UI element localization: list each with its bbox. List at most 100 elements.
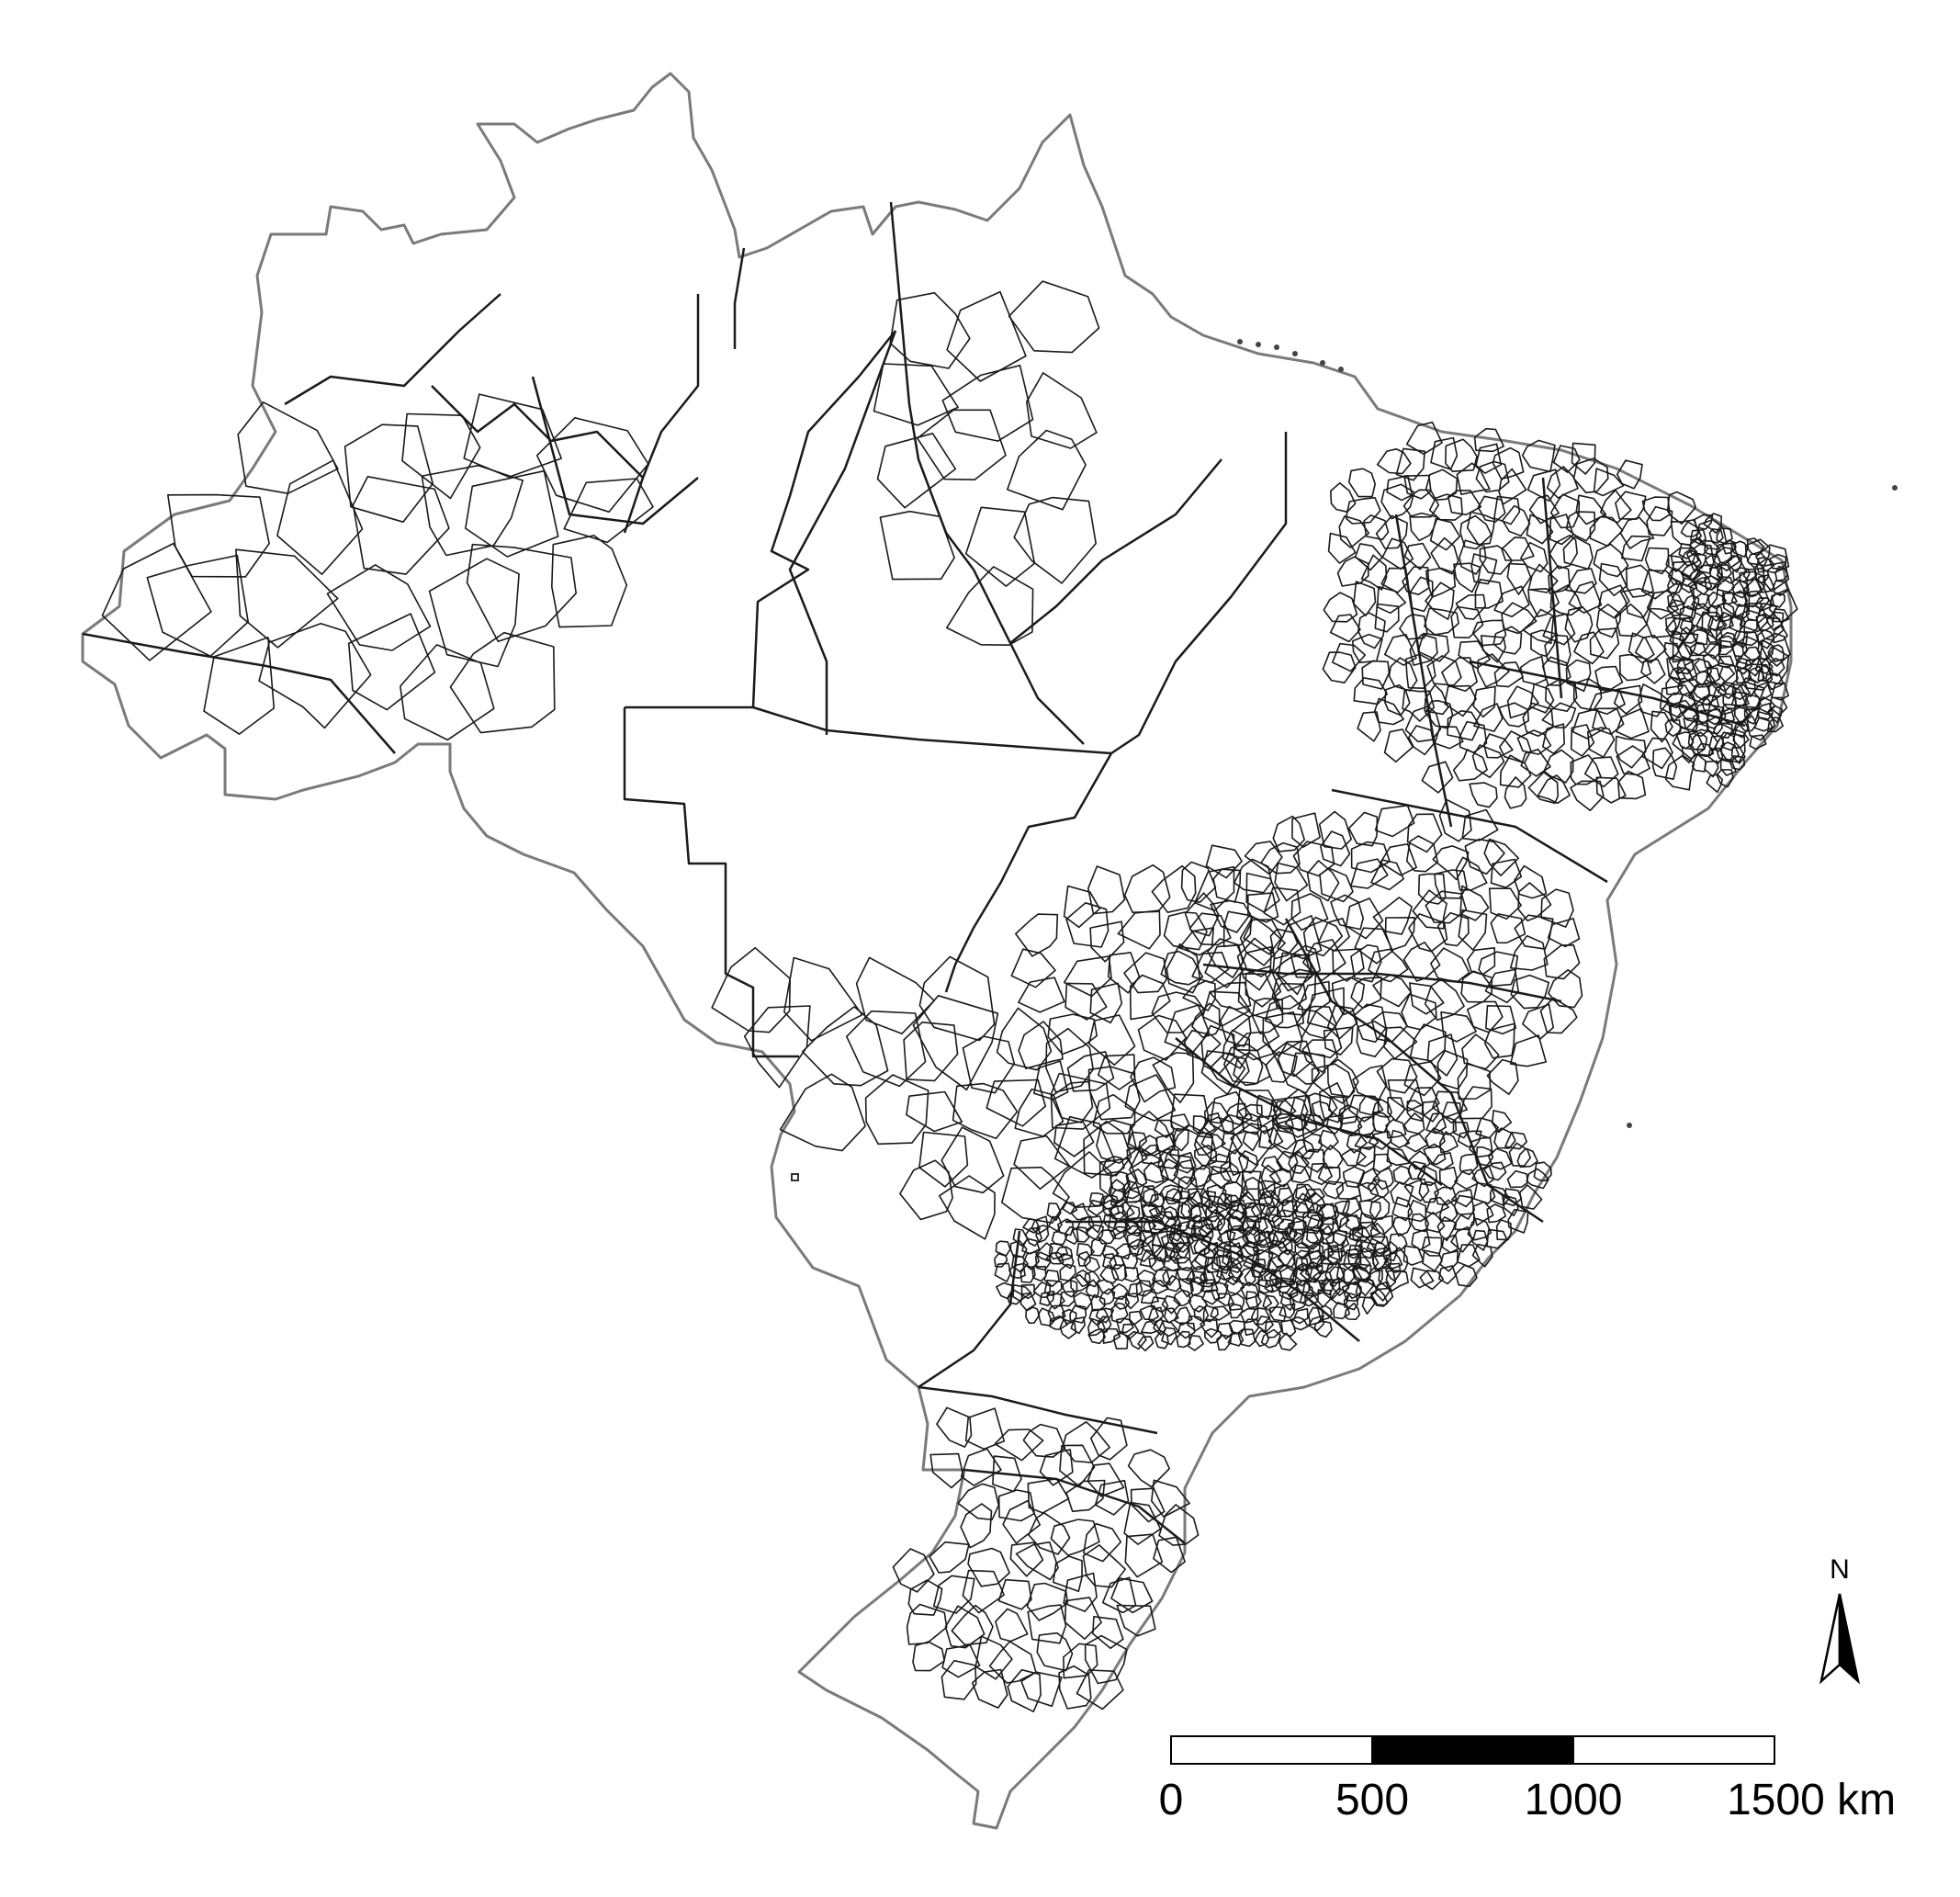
- municipality-border: [1200, 1170, 1244, 1213]
- state-border: [972, 569, 1085, 745]
- municipality-border: [1201, 1289, 1221, 1305]
- state-border: [531, 376, 699, 525]
- municipality-border: [1097, 1315, 1112, 1333]
- municipality-border: [1152, 1052, 1195, 1103]
- municipality-border: [1644, 547, 1670, 575]
- municipality-border: [1344, 1302, 1360, 1320]
- municipality-border: [962, 1035, 1016, 1094]
- municipality-border: [1475, 460, 1510, 493]
- municipality-border: [1110, 1264, 1128, 1282]
- municipality-border: [1222, 1245, 1245, 1269]
- state-border: [284, 293, 501, 406]
- municipality-border: [1138, 1135, 1159, 1157]
- municipality-border: [1155, 1133, 1176, 1155]
- municipality-border: [986, 1078, 1046, 1127]
- municipality-border: [1477, 495, 1506, 523]
- municipality-border: [1018, 1021, 1064, 1069]
- municipality-border: [1744, 657, 1763, 677]
- municipality-border: [1589, 688, 1626, 716]
- municipality-border: [1706, 773, 1723, 794]
- municipality-border: [1754, 597, 1774, 612]
- municipality-border: [1237, 1103, 1263, 1123]
- municipality-border: [1088, 1215, 1103, 1234]
- municipality-border: [1350, 858, 1389, 889]
- municipality-border: [1291, 1138, 1315, 1159]
- municipality-border: [1621, 535, 1651, 562]
- municipality-border: [944, 1605, 986, 1649]
- municipality-border: [1370, 1214, 1393, 1236]
- municipality-border: [1373, 697, 1404, 726]
- municipality-border: [344, 423, 434, 523]
- municipality-border: [1541, 656, 1571, 686]
- municipality-border: [1251, 1249, 1274, 1270]
- municipality-border: [1301, 1278, 1325, 1297]
- municipality-border: [1011, 1254, 1029, 1273]
- municipality-border: [1438, 798, 1472, 842]
- municipality-border: [1447, 490, 1482, 516]
- municipality-border: [1261, 1156, 1285, 1173]
- municipality-border: [1031, 1265, 1047, 1282]
- municipality-border: [1053, 1555, 1083, 1593]
- municipality-border: [1439, 1131, 1459, 1154]
- municipality-border: [1355, 1247, 1380, 1274]
- municipality-border: [1299, 1011, 1343, 1059]
- municipality-border: [1317, 1166, 1341, 1186]
- municipality-border: [1438, 1265, 1457, 1285]
- municipality-border: [1027, 1604, 1067, 1644]
- municipality-border: [1509, 934, 1549, 971]
- municipality-border: [946, 290, 1027, 382]
- municipality-border: [1677, 677, 1696, 697]
- municipality-border: [1062, 1421, 1110, 1463]
- municipality-border: [1506, 1169, 1529, 1189]
- municipality-border: [1693, 683, 1711, 701]
- municipality-border: [563, 478, 654, 544]
- municipality-border: [1720, 707, 1735, 724]
- municipality-border: [1356, 1146, 1376, 1168]
- municipality-border: [1434, 869, 1468, 899]
- municipality-border: [1736, 666, 1752, 684]
- municipality-border: [1036, 1632, 1074, 1672]
- municipality-border: [1387, 1079, 1424, 1112]
- municipality-border: [1347, 811, 1379, 847]
- municipality-border: [1309, 1162, 1333, 1186]
- municipality-border: [1063, 885, 1101, 929]
- municipality-border: [1571, 442, 1596, 475]
- municipality-border: [401, 412, 481, 500]
- municipality-border: [1430, 536, 1459, 575]
- municipality-border: [1264, 1278, 1282, 1293]
- municipality-border: [1457, 1062, 1492, 1100]
- municipality-border: [996, 1007, 1053, 1071]
- municipality-border: [1130, 974, 1171, 1021]
- municipality-border: [1098, 1288, 1116, 1305]
- municipality-border: [1288, 1279, 1314, 1304]
- municipality-border: [1084, 1270, 1100, 1288]
- municipality-border: [1247, 892, 1279, 923]
- municipality-border: [1087, 1066, 1141, 1121]
- municipality-border: [1250, 1307, 1271, 1326]
- municipality-border: [1409, 633, 1438, 666]
- municipality-border: [1084, 1634, 1128, 1685]
- municipality-border: [1453, 1194, 1476, 1220]
- municipality-border: [1469, 1136, 1493, 1158]
- island: [1338, 367, 1344, 372]
- municipality-border: [1254, 1329, 1269, 1348]
- municipality-border: [1405, 421, 1443, 456]
- municipality-border: [1301, 1248, 1324, 1270]
- municipality-border: [1143, 1188, 1159, 1203]
- municipality-border: [1374, 805, 1415, 838]
- municipality-border: [1405, 1087, 1440, 1116]
- municipality-border: [906, 1090, 963, 1133]
- municipality-border: [1210, 1305, 1231, 1321]
- municipality-border: [1130, 1487, 1166, 1523]
- municipality-border: [1228, 1304, 1244, 1319]
- municipality-border: [1707, 682, 1728, 697]
- municipality-border: [1595, 604, 1622, 638]
- municipality-border: [1343, 1292, 1358, 1311]
- municipality-border: [1252, 1238, 1270, 1255]
- island: [1237, 339, 1243, 344]
- municipality-border: [1502, 504, 1531, 537]
- municipality-border: [1159, 1158, 1179, 1181]
- municipality-border: [1387, 1097, 1406, 1122]
- municipality-border: [1092, 1616, 1124, 1650]
- municipality-border: [1188, 912, 1232, 946]
